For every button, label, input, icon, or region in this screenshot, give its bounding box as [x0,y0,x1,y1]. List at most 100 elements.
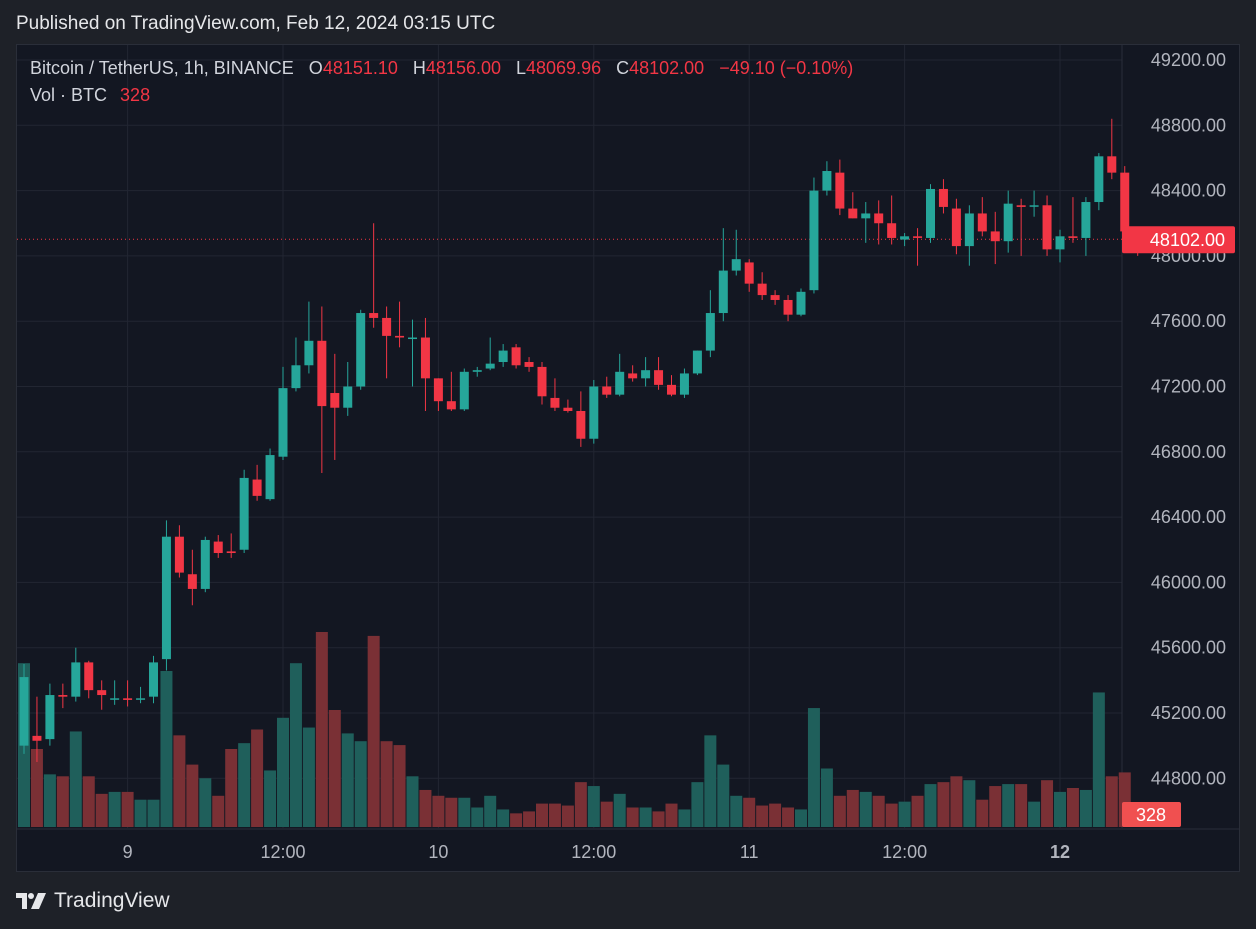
volume-bar [302,727,315,827]
volume-bar [639,807,652,827]
volume-bar [277,717,289,827]
candle-body [861,213,871,219]
candle-body [317,340,327,407]
volume-bar [69,731,82,827]
candle-body [951,208,961,247]
volume-bar [1092,692,1105,827]
candle-body [848,208,858,219]
volume-bar [898,801,911,827]
candle-body [343,386,353,408]
price-change: −49.10 (−0.10%) [719,58,854,78]
volume-bar [432,795,445,827]
candle-body [887,223,897,238]
volume-bar [833,795,846,827]
volume-bar [82,776,95,827]
high-value: 48156.00 [425,58,501,78]
candle-body [1120,172,1130,232]
candle-body [835,172,845,209]
last-price-badge [1122,226,1235,254]
candle-body [615,371,625,395]
candle-body [408,337,417,340]
volume-bar [95,793,108,827]
volume-bar [134,799,147,827]
price-tick-label: 46000.00 [1151,572,1226,592]
volume-bar [497,809,510,827]
volume-bar [523,811,536,827]
candle-body [71,662,81,697]
volume-bar [652,811,665,827]
last-price-label: 48102.00 [1150,230,1225,250]
volume-bar [1066,788,1079,827]
open-value: 48151.10 [322,58,398,78]
candle-body [382,317,392,336]
candle-body [356,313,366,387]
volume-bar [859,791,872,827]
open-label: O [308,58,323,78]
candle-body [58,695,68,697]
candle-body [278,388,288,457]
candle-body [563,407,573,411]
candle-body [420,337,430,379]
candle-body [667,384,676,395]
volume-bar [30,749,43,827]
volume-bar [315,632,328,827]
time-tick-label: 12:00 [571,842,616,862]
volume-bar [600,801,613,827]
price-tick-label: 44800.00 [1151,768,1226,788]
time-tick-label: 12:00 [260,842,305,862]
symbol-title[interactable]: Bitcoin / TetherUS, 1h, BINANCE [30,58,294,78]
close-label: C [616,58,630,78]
volume-bar [963,780,976,827]
volume-bar [289,663,302,827]
volume-bar [393,745,406,827]
published-caption: Published on TradingView.com, Feb 12, 20… [16,13,496,34]
high-label: H [412,58,426,78]
volume-bar [613,793,626,827]
candle-body [472,370,482,372]
volume-bar [484,795,497,827]
candle-body [1094,156,1104,203]
candle-body [809,190,819,291]
candle-body [938,188,948,207]
volume-bar [743,797,756,827]
price-tick-label: 46800.00 [1151,442,1226,462]
candle-body [964,213,974,247]
candle-body [654,370,664,385]
volume-bar [782,807,795,827]
candle-body [304,340,314,366]
volume-bar [264,770,277,827]
volume-bar [445,797,458,827]
volume-bar [380,741,393,827]
candle-body [330,393,340,408]
candle-body [1042,205,1052,250]
volume-bar [238,743,251,827]
candle-body [731,259,741,271]
volume-bar [872,795,885,827]
volume-bar [937,782,950,827]
volume-bar [1028,801,1041,827]
volume-label[interactable]: Vol · BTC [30,85,108,105]
volume-bar [717,764,730,827]
candle-body [900,236,910,240]
volume-badge [1122,802,1181,827]
volume-bar [548,803,561,827]
volume-bar [199,778,212,827]
candle-body [1081,202,1091,238]
volume-bar [328,710,341,827]
volume-bar [769,803,782,827]
candle-body [123,698,133,700]
volume-bar [885,803,898,827]
volume-bar [807,708,820,827]
candle-body [291,365,301,389]
volume-bar [458,797,471,827]
volume-bar [147,799,160,827]
chart-pane[interactable] [16,44,1240,872]
tradingview-logo[interactable]: TradingView [16,889,170,913]
volume-bar [1041,780,1054,827]
candle-body [213,541,223,554]
candle-body [1003,203,1013,242]
volume-bar [1079,789,1092,827]
candle-body [783,299,793,315]
volume-bar [212,795,225,827]
